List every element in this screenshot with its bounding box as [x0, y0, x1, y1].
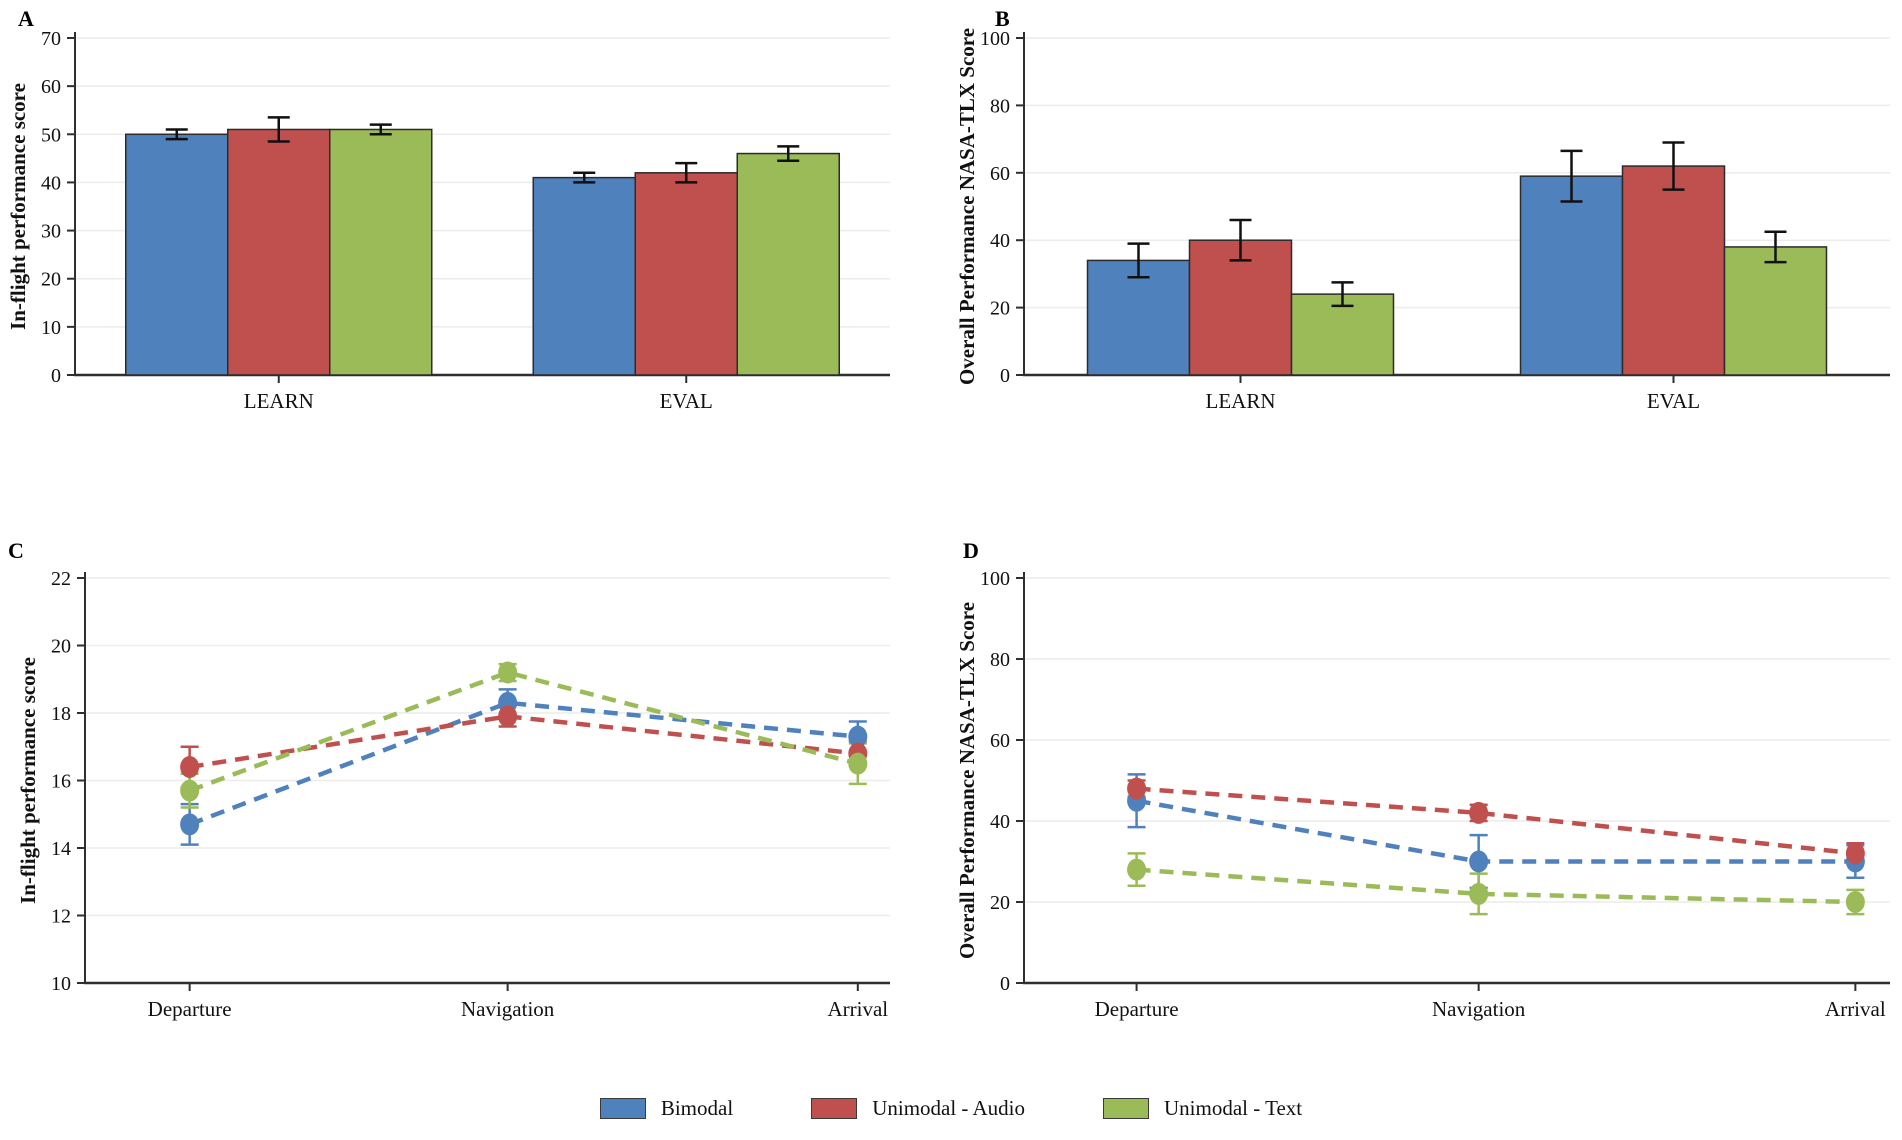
legend-swatch-unimodal-text	[1103, 1097, 1150, 1119]
panel-a: A 0 10 20 30 40 50 60 70 In-flight performance s…	[0, 0, 950, 440]
svg-text:0: 0	[1000, 365, 1010, 387]
svg-text:10: 10	[51, 973, 71, 995]
svg-text:16: 16	[51, 771, 71, 793]
svg-text:60: 60	[990, 163, 1010, 185]
panel-b-label: B	[995, 6, 1010, 31]
svg-text:Overall Performance NASA-TLX S: Overall Performance NASA-TLX Score	[955, 28, 979, 385]
legend-item-bimodal: Bimodal	[599, 1095, 734, 1121]
svg-text:EVAL: EVAL	[1647, 389, 1700, 413]
panel-c: C 10 12 14 16 18 20 22 In-flight performance sc…	[0, 440, 950, 1060]
panel-d: D 0 20 40 60 80 100 Overall Performance NASA-T…	[950, 440, 1902, 1060]
svg-text:0: 0	[1000, 973, 1010, 995]
svg-text:80: 80	[990, 649, 1010, 671]
svg-text:LEARN: LEARN	[244, 389, 314, 413]
figure-legend: Bimodal Unimodal - Audio Unimodal - Text	[0, 1086, 1902, 1130]
legend-item-unimodal-audio: Unimodal - Audio	[811, 1096, 1025, 1121]
svg-text:Navigation: Navigation	[461, 997, 555, 1021]
svg-text:40: 40	[990, 811, 1010, 833]
svg-text:LEARN: LEARN	[1206, 389, 1276, 413]
legend-swatch-bimodal	[599, 1097, 646, 1119]
panel-a-label: A	[18, 6, 34, 31]
svg-text:In-flight performance score: In-flight performance score	[6, 83, 30, 330]
svg-text:22: 22	[51, 568, 71, 590]
panel-c-line-chart: 10 12 14 16 18 20 22 In-flight performance scor…	[16, 568, 890, 1021]
panel-a-bar-chart: 0 10 20 30 40 50 60 70 In-flight performance sco…	[6, 28, 890, 413]
svg-text:EVAL: EVAL	[660, 389, 713, 413]
legend-swatch-unimodal-audio	[811, 1097, 858, 1119]
legend-item-unimodal-text: Unimodal - Text	[1103, 1096, 1302, 1121]
svg-text:20: 20	[990, 298, 1010, 320]
svg-text:Overall Performance NASA-TLX S: Overall Performance NASA-TLX Score	[955, 602, 979, 959]
svg-text:18: 18	[51, 703, 71, 725]
svg-text:In-flight performance score: In-flight performance score	[16, 657, 40, 904]
svg-text:20: 20	[990, 892, 1010, 914]
svg-text:50: 50	[41, 124, 61, 146]
svg-text:70: 70	[41, 28, 61, 50]
svg-text:Arrival: Arrival	[1825, 997, 1886, 1021]
svg-text:100: 100	[980, 28, 1010, 50]
panel-c-label: C	[8, 538, 24, 563]
svg-text:Departure: Departure	[1095, 997, 1179, 1021]
svg-text:0: 0	[51, 365, 61, 387]
svg-text:40: 40	[990, 230, 1010, 252]
svg-text:60: 60	[41, 76, 61, 98]
svg-text:100: 100	[980, 568, 1010, 590]
panel-b: B 0 20 40 60 80 100 Overall Performance NASA-T…	[950, 0, 1902, 440]
svg-text:60: 60	[990, 730, 1010, 752]
legend-label-unimodal-text: Unimodal - Text	[1164, 1095, 1303, 1120]
svg-text:40: 40	[41, 172, 61, 194]
svg-text:80: 80	[990, 95, 1010, 117]
svg-text:14: 14	[51, 838, 71, 860]
legend-label-bimodal: Bimodal	[660, 1095, 734, 1120]
svg-text:20: 20	[51, 636, 71, 658]
svg-text:Departure: Departure	[148, 997, 232, 1021]
svg-text:Navigation: Navigation	[1432, 997, 1526, 1021]
svg-text:Arrival: Arrival	[827, 997, 888, 1021]
legend-label-unimodal-audio: Unimodal - Audio	[872, 1095, 1026, 1120]
panel-d-label: D	[963, 538, 979, 563]
svg-text:10: 10	[41, 317, 61, 339]
svg-text:20: 20	[41, 269, 61, 291]
svg-text:30: 30	[41, 221, 61, 243]
svg-text:12: 12	[51, 906, 71, 928]
